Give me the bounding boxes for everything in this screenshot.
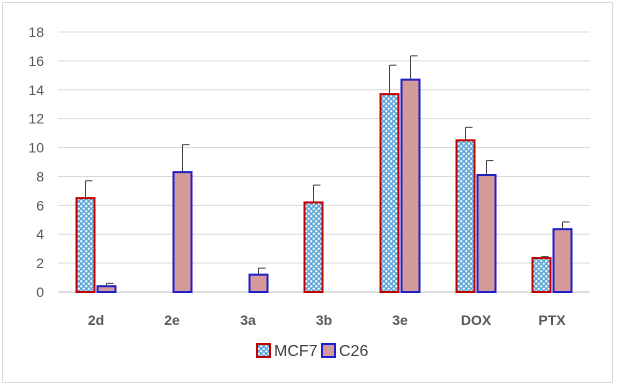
legend-label-c26: C26 <box>339 343 368 360</box>
x-category-label: 2d <box>88 312 104 328</box>
y-tick-label: 18 <box>28 24 44 40</box>
gridlines <box>58 31 590 293</box>
y-tick-label: 10 <box>28 140 44 156</box>
legend: MCF7 C26 <box>256 343 368 360</box>
y-tick-label: 12 <box>28 111 44 127</box>
x-category-label: PTX <box>538 312 566 328</box>
bar-mcf7-2d <box>75 197 96 293</box>
y-tick-label: 4 <box>36 226 44 242</box>
y-tick-label: 6 <box>36 197 44 213</box>
y-tick-label: 0 <box>36 284 44 300</box>
y-tick-label: 14 <box>28 82 44 98</box>
x-category-label: DOX <box>461 312 492 328</box>
bar-mcf7-dox <box>455 139 476 293</box>
x-category-label: 3a <box>240 312 256 328</box>
legend-swatch-c26 <box>321 343 336 358</box>
chart-border <box>2 2 613 383</box>
bar-c26-ptx <box>552 228 573 294</box>
y-tick-label: 8 <box>36 168 44 184</box>
x-category-label: 3b <box>316 312 332 328</box>
bar-c26-3a <box>248 273 269 293</box>
x-category-label: 3e <box>392 312 408 328</box>
bar-mcf7-3e <box>379 93 400 293</box>
bar-c26-2e <box>172 171 193 293</box>
legend-label-mcf7: MCF7 <box>274 343 318 360</box>
bar-c26-2d <box>96 285 117 294</box>
y-axis-ticks: 0 2 4 6 8 10 12 14 16 18 <box>28 24 44 300</box>
legend-swatch-mcf7 <box>256 343 271 358</box>
y-tick-label: 2 <box>36 255 44 271</box>
bars <box>75 78 573 294</box>
y-tick-label: 16 <box>28 53 44 69</box>
bar-c26-3e <box>400 78 421 293</box>
bar-mcf7-3b <box>303 201 324 293</box>
x-category-label: 2e <box>164 312 180 328</box>
bar-mcf7-ptx <box>531 257 552 293</box>
bar-c26-dox <box>476 174 497 293</box>
error-bars <box>85 55 570 287</box>
x-axis-labels: 2d 2e 3a 3b 3e DOX PTX <box>88 312 566 328</box>
